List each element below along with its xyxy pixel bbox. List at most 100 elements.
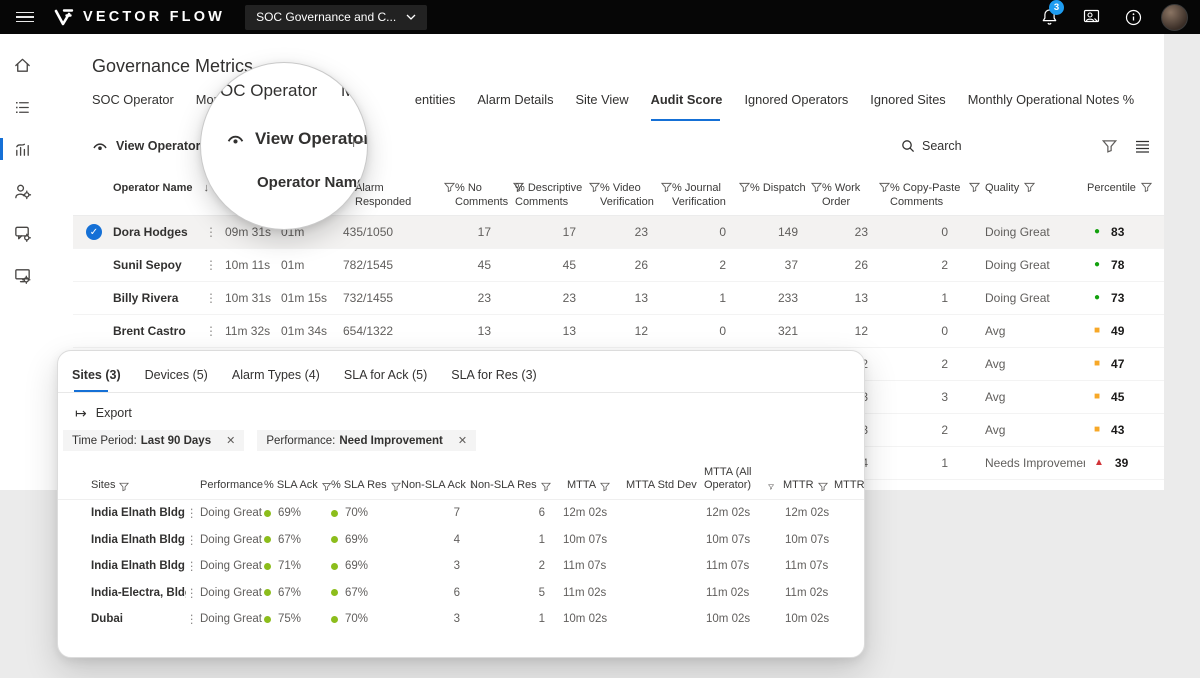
filter-funnel-icon[interactable]	[540, 482, 551, 492]
column-header[interactable]: MTTA (All Operator)	[696, 466, 774, 492]
filter-button[interactable]	[1102, 139, 1117, 154]
row-menu-icon[interactable]: ⋮	[186, 614, 198, 627]
filter-funnel-icon[interactable]	[817, 482, 828, 492]
sidebar-item-list[interactable]	[0, 86, 44, 128]
site-row[interactable]: Dubai ⋮ Doing Great 75% 70% 3 1 10m 02s …	[58, 606, 864, 633]
operator-row[interactable]: ✓ Dora Hodges ⋮ 09m 31s 01m 435/1050 17 …	[73, 216, 1164, 249]
column-header[interactable]: % Video Verification	[600, 181, 672, 209]
filter-funnel-icon[interactable]	[444, 182, 455, 193]
row-menu-icon[interactable]: ⋮	[186, 508, 198, 521]
tab[interactable]: entities	[414, 92, 456, 107]
filter-funnel-icon[interactable]	[739, 182, 750, 193]
operator-row[interactable]: Sunil Sepoy ⋮ 10m 11s 01m 782/1545 45 45…	[73, 249, 1164, 282]
panel-tab[interactable]: Sites (3)	[72, 368, 121, 392]
column-header[interactable]: Non-SLA Res	[466, 466, 551, 492]
filter-funnel-icon[interactable]	[600, 482, 611, 492]
info-button[interactable]	[1117, 9, 1149, 26]
column-header[interactable]: Non-SLA Ack ↓	[401, 466, 475, 492]
operator-row[interactable]: Billy Rivera ⋮ 10m 31s 01m 15s 732/1455 …	[73, 282, 1164, 315]
column-header[interactable]	[186, 466, 200, 492]
column-header[interactable]: % Journal Verification	[672, 181, 750, 209]
row-menu-icon[interactable]: ⋮	[205, 225, 217, 239]
column-header[interactable]: % No Comments	[455, 181, 525, 209]
site-row[interactable]: India Elnath Bldg 5 ⋮ Doing Great 67% 69…	[58, 527, 864, 554]
filter-funnel-icon[interactable]	[1024, 182, 1036, 193]
view-options-button[interactable]	[1135, 140, 1150, 153]
filter-funnel-icon[interactable]	[513, 182, 525, 193]
row-menu-icon[interactable]: ⋮	[205, 258, 217, 272]
column-header[interactable]: Performance	[200, 466, 264, 492]
column-header[interactable]: % Dispatch	[750, 181, 822, 195]
view-operator-button[interactable]: View Operator	[92, 139, 201, 153]
chip-close-icon[interactable]: ✕	[457, 435, 468, 447]
tab[interactable]: Site View	[575, 92, 629, 107]
export-button[interactable]: ↦ Export	[75, 406, 132, 420]
column-header[interactable]: % SLA Ack	[264, 466, 331, 492]
column-header[interactable]: MTTA	[551, 466, 618, 492]
pct-video-verification: 13	[634, 291, 648, 305]
row-menu-icon[interactable]: ⋮	[186, 587, 198, 600]
filter-funnel-icon[interactable]	[589, 182, 600, 193]
notifications-button[interactable]: 3	[1033, 0, 1065, 26]
search-input[interactable]	[922, 139, 1012, 153]
feedback-button[interactable]	[1075, 8, 1107, 26]
percentile-value: 39	[1114, 456, 1129, 470]
sidebar-item-screen-settings[interactable]	[0, 254, 44, 296]
filter-funnel-icon[interactable]	[810, 182, 822, 193]
selected-check-icon[interactable]: ✓	[86, 224, 102, 240]
sidebar-item-analytics[interactable]	[0, 128, 44, 170]
tab[interactable]: Ignored Sites	[870, 92, 946, 107]
site-row[interactable]: India Elnath Bldg 5 ⋮ Doing Great 69% 70…	[58, 500, 864, 527]
column-header[interactable]: % SLA Res	[331, 466, 401, 492]
operator-row[interactable]: Brent Castro ⋮ 11m 32s 01m 34s 654/1322 …	[73, 315, 1164, 348]
column-header[interactable]: Alarm Responded	[339, 181, 455, 209]
filter-funnel-icon[interactable]	[390, 482, 401, 492]
row-menu-icon[interactable]: ⋮	[186, 561, 198, 574]
column-header[interactable]: Sites	[91, 466, 186, 492]
tab[interactable]: Monthly Operational Notes %	[967, 92, 1135, 107]
filter-chip[interactable]: Performance: Need Improvement ✕	[257, 430, 477, 451]
site-name: India Elnath Bldg 5	[91, 533, 186, 546]
column-header[interactable]: % Descriptive Comments	[515, 181, 600, 209]
tab[interactable]: Alarm Details	[477, 92, 554, 107]
column-header[interactable]: % Copy-Paste Comments	[890, 181, 980, 209]
column-header[interactable]: MTTA Std Dev	[618, 466, 697, 492]
filter-funnel-icon[interactable]	[321, 482, 331, 492]
chip-close-icon[interactable]: ✕	[226, 435, 236, 447]
panel-tab[interactable]: Devices (5)	[144, 368, 208, 382]
filter-funnel-icon[interactable]	[969, 182, 980, 193]
sidebar-item-user-settings[interactable]	[0, 170, 44, 212]
tab[interactable]: SOC Operator	[92, 92, 174, 107]
user-avatar[interactable]	[1161, 3, 1188, 31]
column-header[interactable]: MTTR	[774, 466, 834, 492]
filter-funnel-icon[interactable]	[1140, 182, 1152, 193]
panel-tab[interactable]: SLA for Res (3)	[451, 368, 537, 382]
filter-funnel-icon[interactable]	[661, 182, 672, 193]
hamburger-menu-icon[interactable]	[16, 11, 34, 23]
operator-name: Dora Hodges	[113, 225, 188, 239]
mtta-all-operator-value: 12m 02s	[706, 507, 751, 520]
tab[interactable]: Audit Score	[650, 92, 722, 121]
column-header[interactable]: MTTR S	[834, 479, 865, 491]
filter-chip[interactable]: Time Period: Last 90 Days ✕	[63, 430, 245, 451]
filter-funnel-icon[interactable]	[119, 482, 130, 492]
list-icon	[15, 101, 29, 113]
site-row[interactable]: India-Electra, Bldg 4 ⋮ Doing Great 67% …	[58, 580, 864, 607]
sidebar-item-chat-settings[interactable]	[0, 212, 44, 254]
row-menu-icon[interactable]: ⋮	[186, 534, 198, 547]
column-header[interactable]: Operator Name ↓	[113, 182, 209, 194]
site-row[interactable]: India Elnath Bldg 5 ⋮ Doing Great 71% 69…	[58, 553, 864, 580]
app-selector-dropdown[interactable]: SOC Governance and C...	[245, 4, 428, 30]
column-header[interactable]: % Work Order	[822, 181, 890, 209]
column-header[interactable]: Quality	[980, 181, 1085, 195]
sidebar-item-home[interactable]	[0, 44, 44, 86]
column-header[interactable]: Percentile	[1085, 181, 1164, 195]
filter-funnel-icon[interactable]	[879, 182, 890, 193]
panel-tab[interactable]: SLA for Ack (5)	[343, 368, 428, 382]
filter-funnel-icon[interactable]	[767, 482, 774, 492]
tab[interactable]: Ignored Operators	[744, 92, 849, 107]
panel-tab[interactable]: Alarm Types (4)	[231, 368, 320, 382]
row-menu-icon[interactable]: ⋮	[205, 291, 217, 305]
pct-descriptive-comments: 13	[562, 324, 576, 338]
row-menu-icon[interactable]: ⋮	[205, 324, 217, 338]
